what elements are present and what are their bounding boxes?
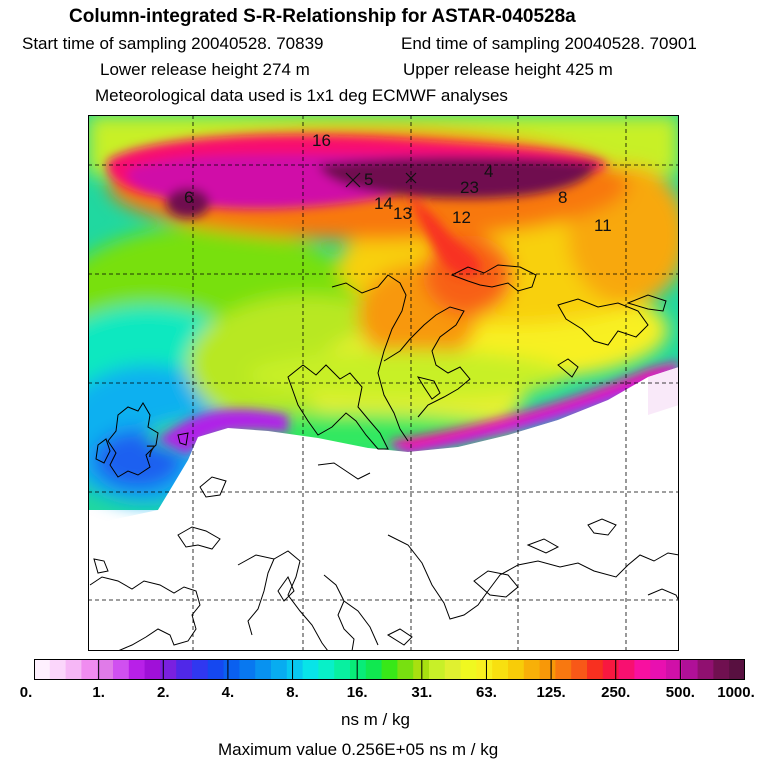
colorbar-cell (571, 659, 588, 680)
colorbar-cell (587, 659, 604, 680)
colorbar-cell (286, 659, 304, 680)
colorbar-cell (555, 659, 572, 680)
station-label: 23 (460, 178, 479, 197)
colorbar-cell (34, 659, 51, 680)
colorbar-cell (97, 659, 114, 680)
colorbar-tick-label: 250. (601, 684, 631, 701)
colorbar-tick-label: 500. (665, 684, 695, 701)
colorbar-cell (381, 659, 398, 680)
colorbar-cell (492, 659, 509, 680)
end-time-label: End time of sampling 20040528. 70901 (401, 34, 697, 53)
colorbar-cell (271, 659, 288, 680)
colorbar-cell (113, 659, 130, 680)
colorbar-cell (444, 659, 462, 680)
colorbar-cell (144, 659, 161, 680)
colorbar-cell (49, 659, 67, 680)
station-label: 6 (184, 188, 193, 207)
colorbar-tick-label: 1000. (717, 684, 755, 701)
colorbar-cell (650, 659, 667, 680)
plot-title: Column-integrated S-R-Relationship for A… (69, 6, 576, 27)
colorbar-cell (397, 659, 414, 680)
colorbar-tick-label: 63. (476, 684, 497, 701)
colorbar-cell (160, 659, 177, 680)
met-data-label: Meteorological data used is 1x1 deg ECMW… (95, 86, 508, 105)
colorbar-cell (207, 659, 225, 680)
colorbar-cell (334, 659, 351, 680)
colorbar-cell (602, 659, 620, 680)
station-label: 13 (393, 204, 412, 223)
colorbar-tick-label: 1. (92, 684, 105, 701)
colorbar-cell (460, 659, 477, 680)
station-label: 4 (484, 162, 493, 181)
start-time-label: Start time of sampling 20040528. 70839 (22, 34, 324, 53)
colorbar-cell (192, 659, 209, 680)
sensitivity-map: 16 6 5 4 23 8 14 13 12 11 7 (88, 115, 679, 651)
station-label: 5 (364, 170, 373, 189)
station-label: 16 (312, 131, 331, 150)
colorbar-cell (618, 659, 635, 680)
colorbar-cell (65, 659, 82, 680)
colorbar-tick-label: 2. (157, 684, 170, 701)
colorbar-cell (539, 659, 556, 680)
upper-height-label: Upper release height 425 m (403, 60, 613, 79)
colorbar-cell (350, 659, 367, 680)
lower-height-label: Lower release height 274 m (100, 60, 310, 79)
colorbar (34, 659, 745, 680)
colorbar-tick-label: 8. (286, 684, 299, 701)
colorbar-cell (681, 659, 699, 680)
colorbar-tick-label: 125. (536, 684, 566, 701)
colorbar-cell (176, 659, 193, 680)
colorbar-cell (128, 659, 146, 680)
colorbar-tick-label: 0. (19, 684, 33, 701)
colorbar-cell (634, 659, 651, 680)
colorbar-cell (697, 659, 714, 680)
colorbar-cell (476, 659, 493, 680)
colorbar-cell (239, 659, 256, 680)
colorbar-cell (318, 659, 335, 680)
station-label: 14 (374, 194, 393, 213)
colorbar-cell (729, 659, 745, 680)
graticule (88, 115, 679, 651)
concentration-field (88, 115, 679, 651)
colorbar-cell (255, 659, 272, 680)
station-label: 11 (594, 216, 612, 235)
colorbar-tick-label: 31. (411, 684, 433, 701)
max-value-label: Maximum value 0.256E+05 ns m / kg (218, 740, 499, 759)
colorbar-tick-label: 4. (221, 684, 235, 701)
station-label: 8 (558, 188, 567, 207)
colorbar-cell (223, 659, 240, 680)
station-label: 12 (452, 208, 471, 227)
colorbar-units: ns m / kg (341, 710, 410, 729)
colorbar-cell (666, 659, 683, 680)
colorbar-cell (365, 659, 383, 680)
colorbar-cell (302, 659, 319, 680)
station-label: 7 (146, 442, 155, 461)
receptor-markers (345, 172, 417, 188)
colorbar-cell (508, 659, 525, 680)
colorbar-tick-label: 16. (346, 684, 368, 701)
colorbar-cell (523, 659, 541, 680)
colorbar-cell (429, 659, 446, 680)
colorbar-cell (81, 659, 98, 680)
colorbar-cell (713, 659, 730, 680)
